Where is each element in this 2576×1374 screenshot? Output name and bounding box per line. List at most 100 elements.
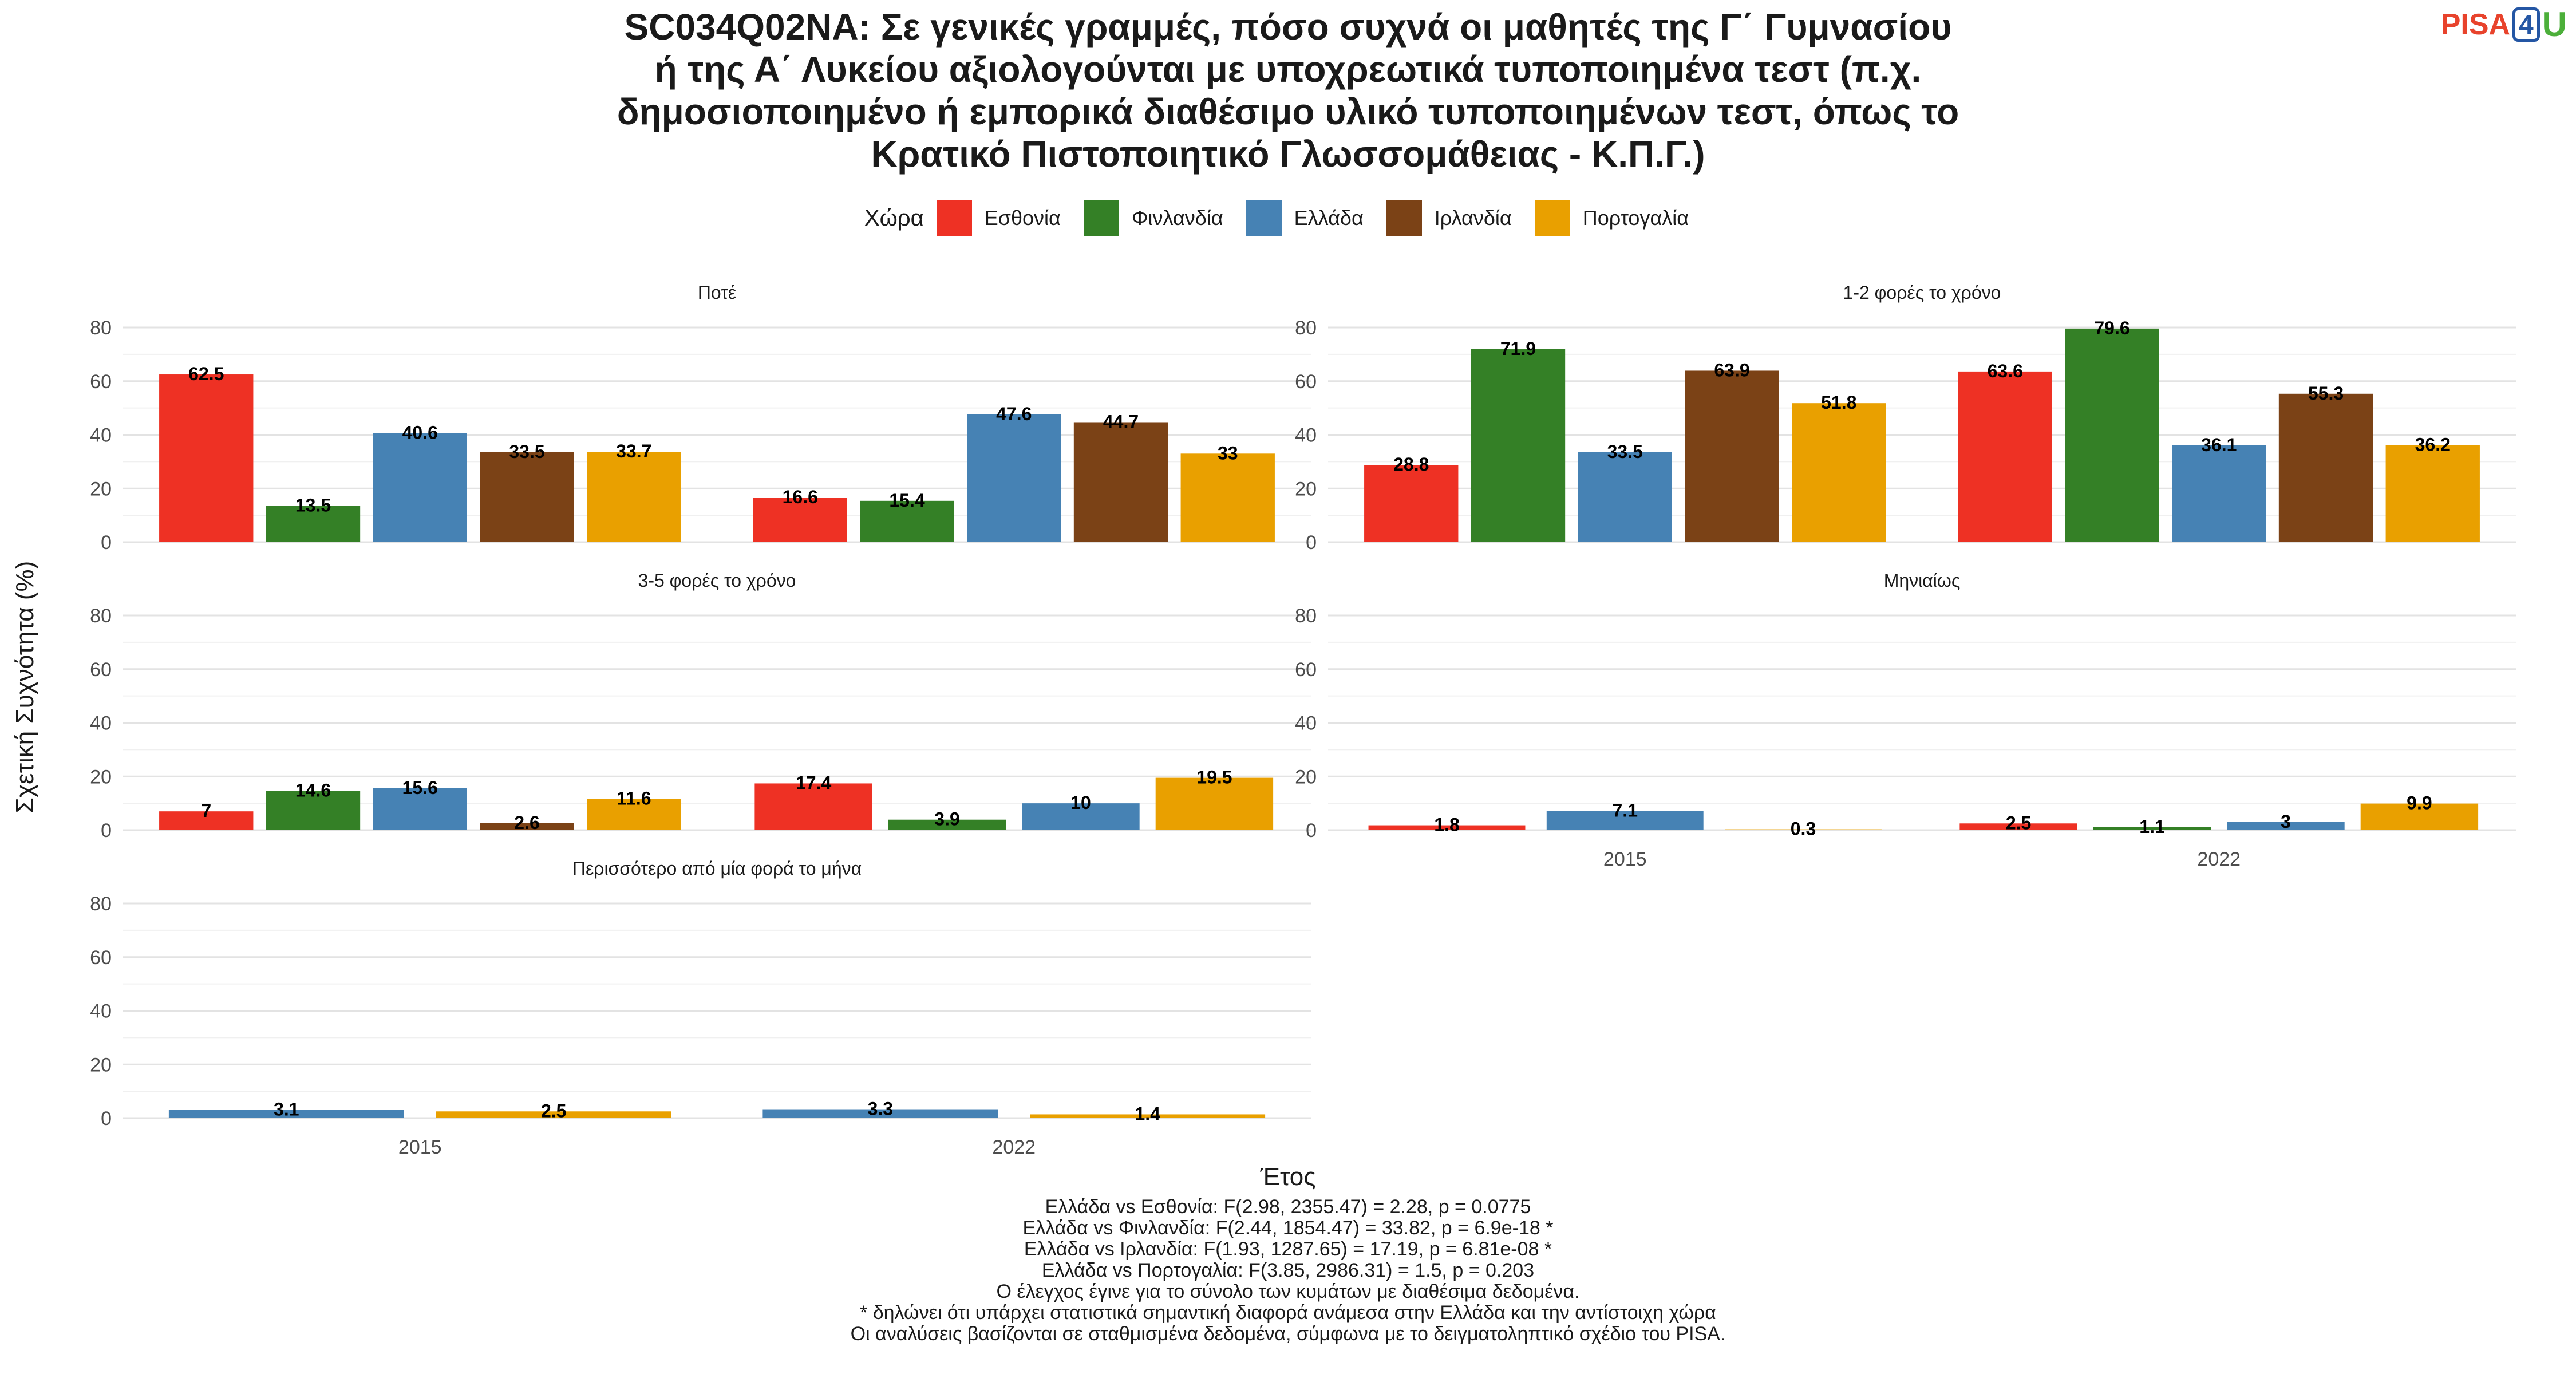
data-label: 10 (1070, 792, 1091, 813)
legend-title: Χώρα (864, 205, 924, 231)
bar-estonia-2015 (159, 811, 254, 830)
bar-estonia-2015 (159, 374, 254, 542)
legend-key-finland (1083, 200, 1119, 236)
data-label: 2.5 (541, 1100, 566, 1121)
bar-finland-2022 (2093, 827, 2211, 830)
y-tick-label: 60 (90, 371, 112, 393)
data-label: 33.5 (509, 441, 544, 462)
data-label: 33 (1218, 443, 1238, 463)
data-label: 62.5 (188, 364, 224, 384)
y-tick-label: 60 (1295, 371, 1317, 393)
footnotes: Ελλάδα vs Εσθονία: F(2.98, 2355.47) = 2.… (0, 1197, 2576, 1345)
chart-title-line: δημοσιοποιημένο ή εμπορικά διαθέσιμο υλι… (617, 91, 1959, 132)
bar-greece-2022 (967, 414, 1061, 542)
legend: Χώρα Εσθονία Φινλανδία Ελλάδα Ιρλανδία Π… (0, 200, 2576, 236)
y-tick-label: 40 (90, 713, 112, 735)
data-label: 15.4 (889, 490, 924, 511)
data-label: 44.7 (1103, 411, 1139, 432)
bar-greece-2015 (1578, 452, 1672, 542)
data-label: 51.8 (1821, 392, 1856, 413)
y-tick-label: 40 (1295, 713, 1317, 735)
data-label: 1.8 (1434, 815, 1459, 835)
bar-estonia-2022 (1958, 371, 2052, 542)
y-tick-label: 40 (90, 1001, 112, 1022)
data-label: 11.6 (617, 788, 651, 809)
data-label: 3.3 (868, 1099, 893, 1119)
bar-portugal-2022 (2385, 445, 2480, 542)
data-label: 2.6 (514, 812, 539, 833)
y-tick-label: 20 (90, 1054, 112, 1076)
chart-title-line: Κρατικό Πιστοποιητικό Γλωσσομάθειας - Κ.… (871, 133, 1705, 175)
bar-greece-2022 (2172, 445, 2266, 542)
footnote-line: Ελλάδα vs Ιρλανδία: F(1.93, 1287.65) = 1… (1024, 1238, 1552, 1260)
bar-ireland-2015 (480, 452, 574, 542)
bar-estonia-2022 (754, 783, 872, 830)
bar-greece-2015 (373, 433, 467, 542)
data-label: 47.6 (996, 404, 1032, 424)
y-tick-label: 80 (1295, 605, 1317, 627)
bar-portugal-2015 (1792, 403, 1886, 542)
y-tick-label: 40 (1295, 425, 1317, 447)
bar-estonia-2022 (1959, 823, 2077, 830)
data-label: 1.4 (1135, 1103, 1160, 1124)
facet-title: 1-2 φορές το χρόνο (1843, 282, 2001, 303)
legend-label-greece: Ελλάδα (1294, 206, 1364, 230)
y-tick-label: 80 (90, 605, 112, 627)
x-axis-title: Έτος (1260, 1163, 1316, 1191)
legend-item-finland: Φινλανδία (1083, 200, 1223, 236)
y-tick-label: 40 (90, 425, 112, 447)
data-label: 16.6 (783, 487, 818, 507)
y-tick-label: 60 (90, 659, 112, 681)
legend-item-ireland: Ιρλανδία (1386, 200, 1512, 236)
chart-title-line: SC034Q02NA: Σε γενικές γραμμές, πόσο συχ… (624, 6, 1952, 48)
data-label: 7 (201, 800, 211, 821)
pisa4u-logo: PISA 4 U (2441, 5, 2567, 44)
data-label: 28.8 (1393, 454, 1429, 475)
legend-label-finland: Φινλανδία (1131, 206, 1223, 230)
data-label: 3 (2281, 811, 2291, 832)
data-label: 36.1 (2201, 435, 2237, 455)
x-tick-label: 2022 (992, 1136, 1036, 1158)
y-tick-label: 20 (1295, 766, 1317, 788)
data-label: 33.7 (616, 441, 651, 461)
bar-portugal-2022 (2360, 803, 2479, 830)
bar-finland-2015 (1471, 349, 1566, 542)
footnote-line: Ελλάδα vs Εσθονία: F(2.98, 2355.47) = 2.… (1045, 1196, 1531, 1218)
y-tick-label: 60 (90, 947, 112, 969)
y-tick-label: 20 (90, 766, 112, 788)
y-tick-label: 20 (1295, 478, 1317, 500)
y-tick-label: 80 (1295, 317, 1317, 339)
data-label: 9.9 (2407, 793, 2432, 814)
x-tick-label: 2015 (1603, 848, 1647, 870)
bar-greece-2022 (2227, 822, 2345, 830)
bar-finland-2022 (2065, 328, 2159, 542)
footnote-line: Ελλάδα vs Φινλανδία: F(2.44, 1854.47) = … (1022, 1217, 1554, 1239)
legend-key-greece (1246, 200, 1282, 236)
chart-title: SC034Q02NA: Σε γενικές γραμμές, πόσο συχ… (0, 6, 2576, 175)
bar-greece-2015 (373, 788, 467, 830)
x-tick-label: 2022 (2197, 848, 2241, 870)
data-label: 3.9 (934, 809, 959, 830)
logo-text-u: U (2542, 5, 2567, 44)
data-label: 19.5 (1196, 767, 1232, 788)
y-tick-label: 0 (1306, 532, 1317, 554)
y-tick-label: 60 (1295, 659, 1317, 681)
legend-key-portugal (1534, 200, 1570, 236)
data-label: 1.1 (2139, 816, 2164, 837)
y-tick-label: 80 (90, 317, 112, 339)
data-label: 33.5 (1607, 441, 1643, 462)
legend-key-ireland (1386, 200, 1422, 236)
bar-finland-2015 (266, 506, 361, 542)
legend-key-estonia (936, 200, 972, 236)
facet-title: 3-5 φορές το χρόνο (638, 570, 796, 591)
x-tick-label: 2015 (398, 1136, 442, 1158)
bar-portugal-2022 (1180, 453, 1275, 542)
bar-portugal-2022 (1155, 777, 1274, 830)
y-tick-label: 80 (90, 893, 112, 915)
legend-item-portugal: Πορτογαλία (1534, 200, 1689, 236)
footnote-line: * δηλώνει ότι υπάρχει στατιστικά σημαντι… (860, 1302, 1716, 1324)
footnote-line: Οι αναλύσεις βασίζονται σε σταθμισμένα δ… (850, 1323, 1726, 1345)
data-label: 55.3 (2308, 383, 2344, 404)
bar-finland-2022 (888, 819, 1006, 830)
